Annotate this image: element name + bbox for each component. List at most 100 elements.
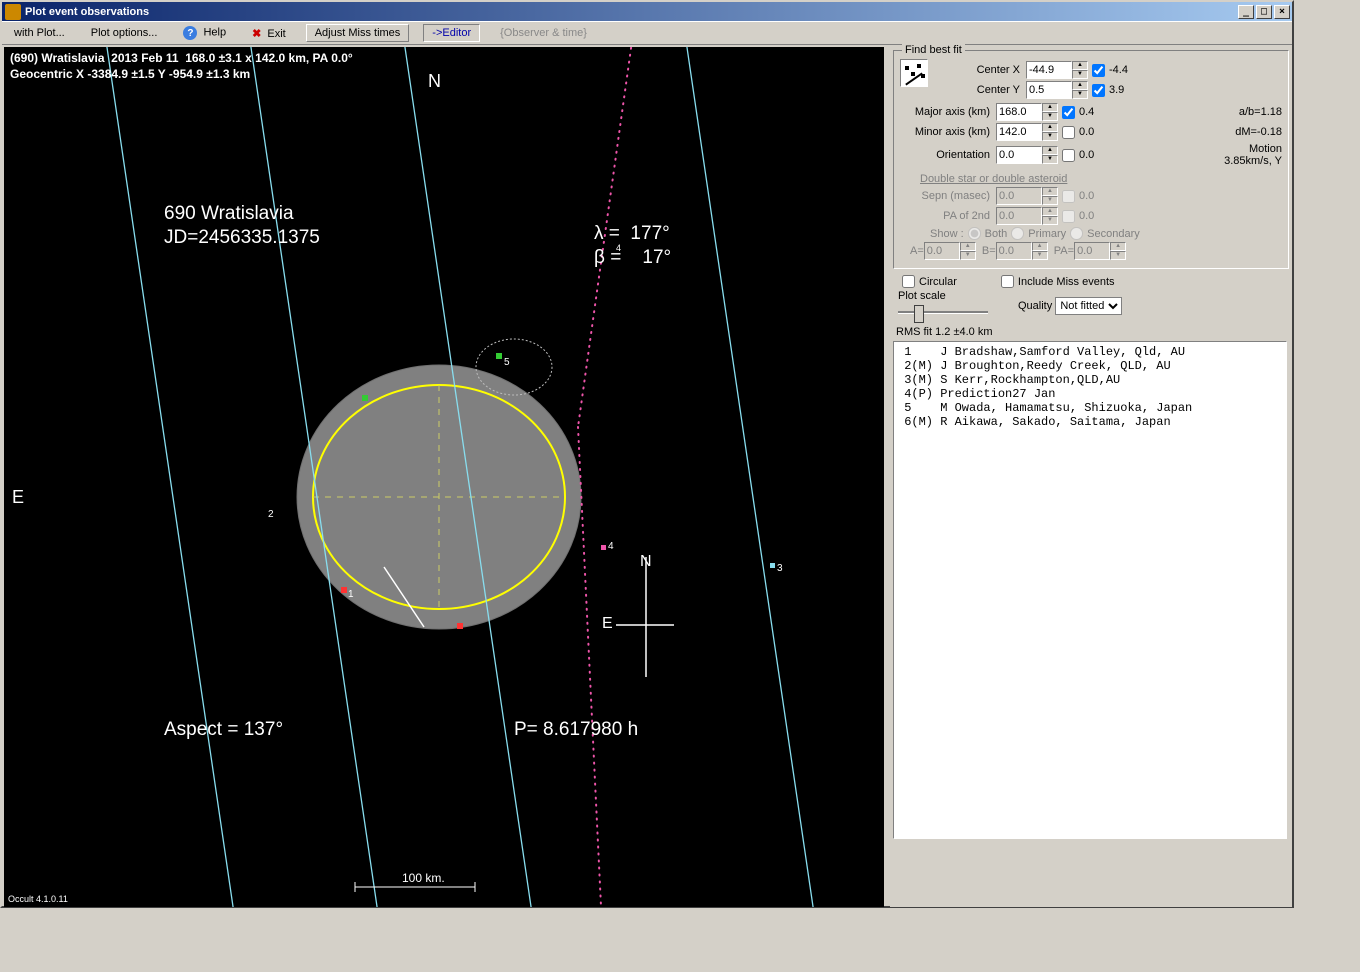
rms-line: RMS fit 1.2 ±4.0 km [896, 326, 1286, 338]
main-window: Plot event observations _ □ × with Plot.… [0, 0, 1294, 908]
plot-header2: Geocentric X -3384.9 ±1.5 Y -954.9 ±1.3 … [10, 67, 250, 81]
north-label: N [428, 71, 441, 92]
maximize-button[interactable]: □ [1256, 5, 1272, 19]
include-miss-label: Include Miss events [1018, 276, 1115, 288]
asteroid-name: 690 Wratislavia [164, 203, 294, 225]
center-y-input[interactable] [1026, 81, 1072, 99]
show-primary-radio [1011, 227, 1024, 240]
spinner: ▲▼ [960, 242, 976, 260]
major-input[interactable] [996, 103, 1042, 121]
spinner[interactable]: ▲▼ [1042, 123, 1058, 141]
lambda-label: λ = 177° [594, 223, 670, 245]
observer-list[interactable]: 1 J Bradshaw,Samford Valley, Qld, AU 2(M… [893, 341, 1287, 839]
circular-check[interactable] [902, 275, 915, 288]
center-y-check[interactable] [1092, 84, 1105, 97]
spinner: ▲▼ [1042, 207, 1058, 225]
compass-e: E [602, 615, 613, 633]
sepn-val: 0.0 [1079, 190, 1109, 202]
exit-label: Exit [267, 28, 285, 40]
menu-plot-options[interactable]: Plot options... [85, 25, 164, 41]
ab-ratio: a/b=1.18 [1239, 106, 1282, 118]
side-panel: Find best fit Center X ▲▼ -4.4 Center Y [890, 47, 1292, 907]
orient-input[interactable] [996, 146, 1042, 164]
pa2-input [996, 207, 1042, 225]
event-marker [341, 587, 347, 593]
spinner: ▲▼ [1032, 242, 1048, 260]
minor-check[interactable] [1062, 126, 1075, 139]
menubar: with Plot... Plot options... ? Help ✖ Ex… [2, 21, 1292, 45]
chord-label: 4 [608, 541, 614, 552]
circular-label: Circular [919, 276, 957, 288]
a-input [924, 242, 960, 260]
plot-area[interactable]: (690) Wratislavia 2013 Feb 11 168.0 ±3.1… [4, 47, 884, 907]
window-title: Plot event observations [25, 6, 149, 18]
pa-input [1074, 242, 1110, 260]
spinner[interactable]: ▲▼ [1042, 103, 1058, 121]
motion-val: 3.85km/s, Y [1224, 155, 1282, 167]
sepn-input [996, 187, 1042, 205]
major-label: Major axis (km) [900, 106, 990, 118]
orient-val: 0.0 [1079, 149, 1109, 161]
orient-label: Orientation [900, 149, 990, 161]
show-both-radio [968, 227, 981, 240]
help-icon: ? [183, 26, 197, 40]
minor-input[interactable] [996, 123, 1042, 141]
menu-with-plot[interactable]: with Plot... [8, 25, 71, 41]
minor-label: Minor axis (km) [900, 126, 990, 138]
spinner[interactable]: ▲▼ [1072, 61, 1088, 79]
show-secondary-radio [1070, 227, 1083, 240]
chord-label: 5 [504, 357, 510, 368]
show-secondary-label: Secondary [1087, 228, 1140, 240]
scale-label: 100 km. [402, 871, 445, 885]
show-primary-label: Primary [1028, 228, 1066, 240]
period-label: P= 8.617980 h [514, 719, 638, 741]
spinner[interactable]: ▲▼ [1072, 81, 1088, 99]
adjust-miss-button[interactable]: Adjust Miss times [306, 24, 410, 42]
center-x-input[interactable] [1026, 61, 1072, 79]
quality-select[interactable]: Not fitted [1055, 297, 1122, 315]
spinner: ▲▼ [1042, 187, 1058, 205]
show-label: Show : [930, 228, 964, 240]
pa2-check [1062, 210, 1075, 223]
dm-label: dM=-0.18 [1235, 126, 1282, 138]
pa2-val: 0.0 [1079, 210, 1109, 222]
minimize-button[interactable]: _ [1238, 5, 1254, 19]
titlebar[interactable]: Plot event observations _ □ × [2, 2, 1292, 21]
event-marker [362, 395, 368, 401]
center-y-label: Center Y [940, 84, 1020, 96]
plot-scale-label: Plot scale [898, 290, 988, 302]
app-icon [5, 4, 21, 20]
help-label: Help [203, 27, 226, 39]
beta-label: β = 17° [594, 247, 671, 269]
major-val: 0.4 [1079, 106, 1109, 118]
group-legend: Find best fit [902, 44, 965, 56]
editor-button[interactable]: ->Editor [423, 24, 480, 42]
compass-n: N [640, 553, 652, 571]
include-miss-check[interactable] [1001, 275, 1014, 288]
motion-label: Motion [1224, 143, 1282, 155]
event-marker [770, 563, 775, 568]
spinner[interactable]: ▲▼ [1042, 146, 1058, 164]
chord-line [684, 47, 816, 907]
chord-label: 1 [348, 589, 354, 600]
chord-label: 3 [777, 563, 783, 574]
menu-exit[interactable]: ✖ Exit [246, 25, 292, 42]
double-star-link[interactable]: Double star or double asteroid [920, 173, 1067, 185]
plot-scale-slider[interactable] [898, 302, 988, 322]
fit-icon[interactable] [900, 59, 928, 87]
orient-check[interactable] [1062, 149, 1075, 162]
center-y-val: 3.9 [1109, 84, 1139, 96]
a-label: A= [910, 245, 924, 257]
menu-help[interactable]: ? Help [177, 24, 232, 42]
major-check[interactable] [1062, 106, 1075, 119]
observer-time-label: {Observer & time} [494, 25, 593, 41]
center-x-check[interactable] [1092, 64, 1105, 77]
chord-label: 2 [268, 509, 274, 520]
event-marker [496, 353, 502, 359]
center-x-val: -4.4 [1109, 64, 1139, 76]
pa-label: PA= [1054, 245, 1074, 257]
sepn-label: Sepn (masec) [900, 190, 990, 202]
center-x-label: Center X [940, 64, 1020, 76]
find-best-fit-group: Find best fit Center X ▲▼ -4.4 Center Y [893, 50, 1289, 269]
close-button[interactable]: × [1274, 5, 1290, 19]
